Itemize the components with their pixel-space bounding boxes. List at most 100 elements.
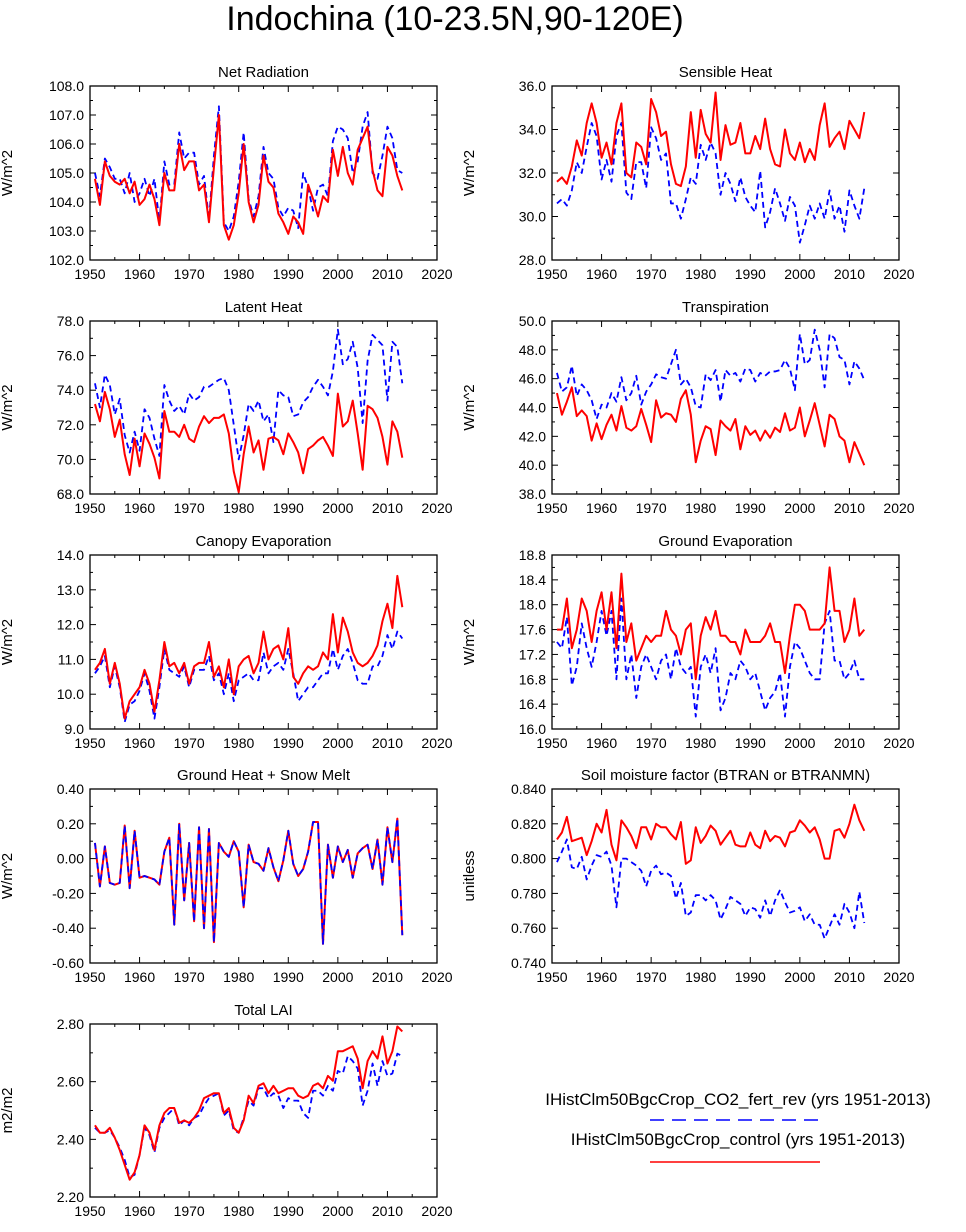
y-tick-label: 2.20 <box>57 1189 84 1205</box>
x-tick-label: 1980 <box>685 500 716 516</box>
x-tick-label: 2020 <box>883 266 914 282</box>
x-tick-label: 1970 <box>174 1203 205 1219</box>
x-tick-label: 2010 <box>372 735 403 751</box>
x-tick-label: 1960 <box>124 500 155 516</box>
y-tick-label: 0.00 <box>57 851 84 867</box>
x-tick-label: 1980 <box>223 266 254 282</box>
y-axis-label: W/m^2 <box>0 619 16 665</box>
x-tick-label: 2010 <box>372 266 403 282</box>
x-tick-label: 2000 <box>322 969 353 985</box>
panel-total-lai: Total LAI m2/m2 1950 1960 1970 1980 1990 2000 20… <box>0 1002 453 1219</box>
series-line-control <box>556 566 866 681</box>
y-tick-label: 2.80 <box>57 1016 84 1032</box>
x-tick-label: 1990 <box>735 266 766 282</box>
y-axis-label: W/m^2 <box>0 853 16 899</box>
plot-frame <box>551 788 900 964</box>
panel-sensible-heat: Sensible Heat W/m^2 1950 1960 1970 1980 1990 20… <box>461 64 915 282</box>
x-tick-label: 1950 <box>74 266 105 282</box>
y-tick-label: 18.0 <box>519 597 546 613</box>
series-line-co2-fert-rev <box>94 1052 403 1179</box>
y-tick-label: 16.4 <box>519 696 546 712</box>
y-tick-label: 18.8 <box>519 547 546 563</box>
y-tick-label: 38.0 <box>519 486 546 502</box>
panel-title: Total LAI <box>234 1002 292 1019</box>
panel-ground-heat-snow-melt: Ground Heat + Snow Melt W/m^2 1950 1960 1970… <box>0 767 453 985</box>
x-tick-label: 2010 <box>372 969 403 985</box>
y-tick-label: 2.60 <box>57 1074 84 1090</box>
y-tick-label: 46.0 <box>519 371 546 387</box>
series-line-co2-fert-rev <box>94 630 404 723</box>
y-tick-label: 36.0 <box>519 78 546 94</box>
panel-title: Sensible Heat <box>679 64 773 81</box>
x-tick-label: 1960 <box>586 735 617 751</box>
series-line-control <box>93 817 404 945</box>
y-tick-label: 102.0 <box>49 252 84 268</box>
x-tick-label: 2010 <box>372 1203 403 1219</box>
y-tick-label: 40.0 <box>519 457 546 473</box>
x-tick-label: 2000 <box>322 1203 353 1219</box>
panel-title: Ground Evaporation <box>658 533 792 550</box>
y-tick-label: 14.0 <box>57 547 84 563</box>
x-tick-label: 1950 <box>74 969 105 985</box>
x-tick-label: 1990 <box>273 1203 304 1219</box>
series-line-co2-fert-rev <box>94 328 404 461</box>
series-line-control <box>556 91 866 188</box>
x-tick-label: 1980 <box>223 1203 254 1219</box>
y-tick-label: 0.780 <box>511 885 546 901</box>
x-tick-label: 2000 <box>784 266 815 282</box>
x-tick-label: 1970 <box>174 735 205 751</box>
y-tick-label: 0.40 <box>57 781 84 797</box>
y-tick-label: -0.60 <box>52 955 84 971</box>
panel-title: Ground Heat + Snow Melt <box>177 767 351 784</box>
plot-frame <box>551 554 900 730</box>
legend: IHistClm50BgcCrop_CO2_fert_rev (yrs 1951… <box>545 1090 931 1163</box>
y-axis-label: m2/m2 <box>0 1088 16 1134</box>
y-axis-label: unitless <box>461 851 478 902</box>
x-tick-label: 1950 <box>536 735 567 751</box>
panel-net-radiation: Net Radiation W/m^2 1950 1960 1970 1980 1990 20… <box>0 64 453 282</box>
x-tick-label: 1980 <box>223 969 254 985</box>
x-tick-label: 2010 <box>834 735 865 751</box>
y-tick-label: 32.0 <box>519 165 546 181</box>
x-tick-label: 1980 <box>223 735 254 751</box>
y-tick-label: 17.2 <box>519 646 546 662</box>
legend-label-control: IHistClm50BgcCrop_control (yrs 1951-2013… <box>571 1130 905 1149</box>
x-tick-label: 1970 <box>636 266 667 282</box>
x-tick-label: 1960 <box>124 735 155 751</box>
x-tick-label: 1960 <box>586 969 617 985</box>
y-tick-label: 70.0 <box>57 451 84 467</box>
x-tick-label: 2000 <box>784 735 815 751</box>
x-tick-label: 1960 <box>124 266 155 282</box>
x-tick-label: 2020 <box>421 1203 452 1219</box>
y-axis-label: W/m^2 <box>461 619 478 665</box>
x-tick-label: 1950 <box>536 500 567 516</box>
y-tick-label: 16.8 <box>519 671 546 687</box>
x-tick-label: 1970 <box>636 735 667 751</box>
y-tick-label: 104.0 <box>49 194 84 210</box>
y-tick-label: 30.0 <box>519 209 546 225</box>
x-tick-label: 1950 <box>74 500 105 516</box>
panel-title: Transpiration <box>682 299 769 316</box>
x-tick-label: 2010 <box>372 500 403 516</box>
x-tick-label: 1980 <box>685 969 716 985</box>
panels: Net Radiation W/m^2 1950 1960 1970 1980 1990 20… <box>0 64 915 1219</box>
x-tick-label: 2010 <box>834 266 865 282</box>
x-tick-label: 1950 <box>74 1203 105 1219</box>
panel-title: Soil moisture factor (BTRAN or BTRANMN) <box>581 767 870 784</box>
x-tick-label: 2020 <box>883 969 914 985</box>
y-tick-label: 10.0 <box>57 686 84 702</box>
x-tick-label: 1990 <box>273 266 304 282</box>
series-line-control <box>555 386 866 466</box>
y-tick-label: 74.0 <box>57 382 84 398</box>
panel-title: Net Radiation <box>218 64 309 81</box>
x-tick-label: 2020 <box>883 735 914 751</box>
y-tick-label: 0.840 <box>511 781 546 797</box>
series-line-control <box>93 390 404 494</box>
x-tick-label: 1970 <box>174 500 205 516</box>
y-tick-label: 42.0 <box>519 428 546 444</box>
x-tick-label: 2020 <box>421 969 452 985</box>
x-tick-label: 1960 <box>124 1203 155 1219</box>
series-line-control <box>94 1025 404 1181</box>
series-line-control <box>556 803 866 865</box>
